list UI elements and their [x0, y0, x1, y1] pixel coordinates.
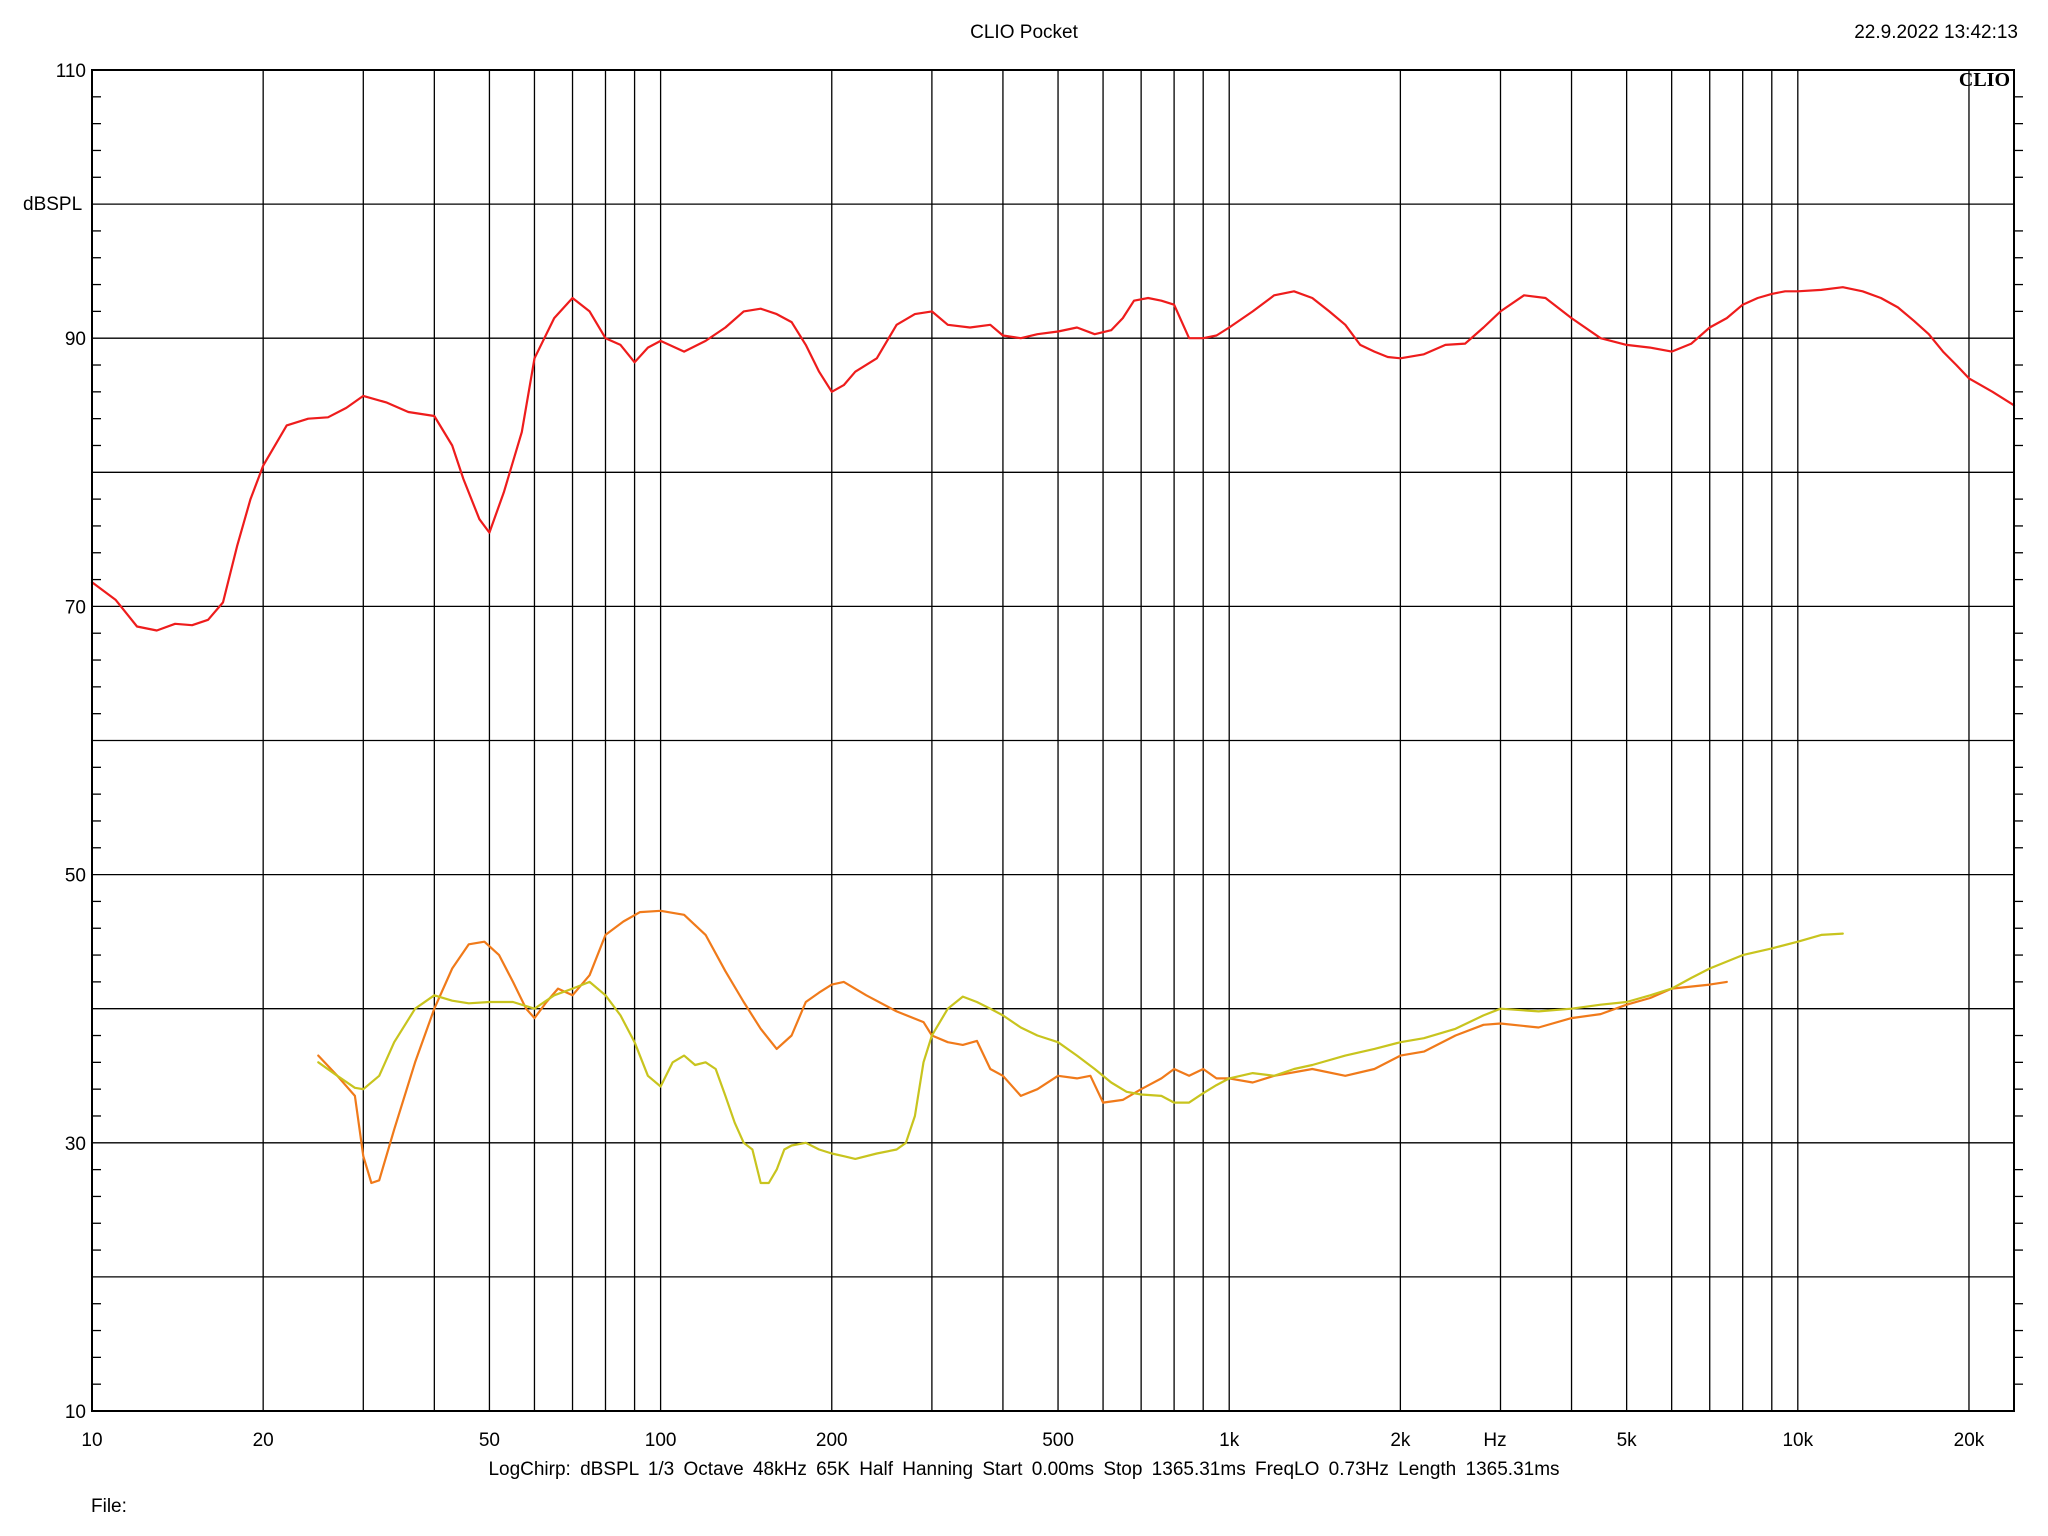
series-line-3	[317, 932, 1844, 1185]
y-tick-label: 90	[65, 329, 86, 350]
clio-logo: CLIO	[1959, 69, 2010, 91]
x-tick-label: 20k	[1954, 1430, 1985, 1451]
y-tick-label: 110	[56, 61, 86, 82]
measurement-datetime: 22.9.2022 13:42:13	[1854, 22, 2018, 43]
plot-frame	[91, 69, 2015, 1412]
x-axis-label: Hz	[1483, 1430, 1506, 1451]
x-tick-label: 200	[816, 1430, 848, 1451]
x-tick-label: 1k	[1219, 1430, 1240, 1451]
chart-title: CLIO Pocket	[970, 22, 1078, 43]
series-line-1	[90, 286, 2016, 632]
y-tick-label: 70	[65, 597, 86, 618]
x-tick-label: 5k	[1617, 1430, 1638, 1451]
measurement-parameters: LogChirp: dBSPL 1/3 Octave 48kHz 65K Hal…	[488, 1459, 1560, 1480]
x-tick-label: 10k	[1782, 1430, 1813, 1451]
y-tick-label: 10	[65, 1402, 86, 1423]
y-tick-label: 50	[65, 866, 86, 887]
x-tick-label: 50	[479, 1430, 500, 1451]
x-tick-label: 20	[253, 1430, 274, 1451]
x-tick-label: 500	[1042, 1430, 1074, 1451]
y-tick-labels: 110 90 70 50 30 10	[56, 61, 86, 1423]
file-label: File:	[91, 1496, 127, 1517]
series-layer	[90, 286, 2016, 1185]
y-gridlines	[92, 69, 2014, 1412]
right-axis-minor-ticks	[92, 96, 2023, 1385]
x-tick-labels: 10 20 50 100 200 500 1k 2k 5k 10k 20k	[81, 1430, 1984, 1451]
x-tick-label: 100	[645, 1430, 677, 1451]
x-tick-label: 10	[81, 1430, 102, 1451]
y-axis-label: dBSPL	[23, 194, 82, 215]
x-tick-label: 2k	[1390, 1430, 1411, 1451]
series-line-2	[317, 909, 1728, 1185]
y-tick-label: 30	[65, 1134, 86, 1155]
